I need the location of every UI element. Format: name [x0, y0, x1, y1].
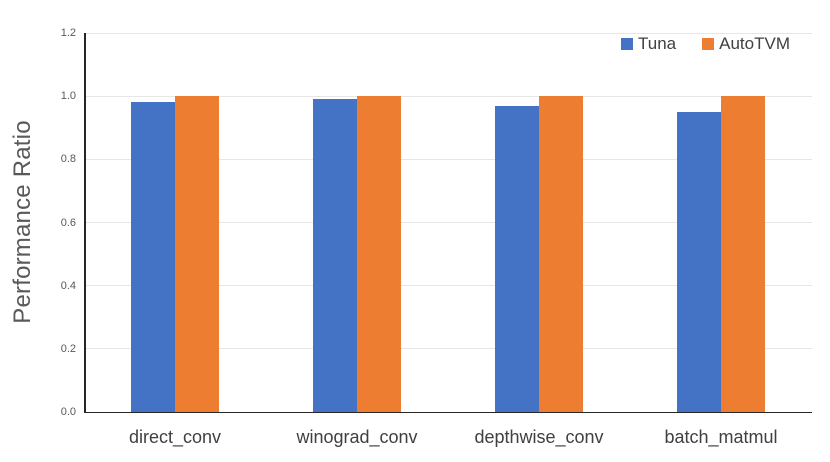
y-tick-label: 0.8	[60, 153, 76, 166]
y-tick-label: 0.2	[60, 342, 76, 355]
y-axis-line	[84, 33, 86, 412]
x-category-label: winograd_conv	[296, 427, 418, 447]
gridline	[84, 158, 812, 160]
gridline	[84, 348, 812, 350]
y-tick-label: 0.4	[60, 279, 76, 292]
legend-item-tuna: Tuna	[621, 34, 676, 54]
x-category-label: batch_matmul	[664, 427, 778, 447]
gridline	[84, 32, 812, 34]
bar-tuna-winograd_conv	[313, 99, 357, 412]
y-axis-title: Performance Ratio	[9, 120, 36, 324]
x-axis-line	[84, 411, 812, 413]
y-tick-label: 1.0	[60, 90, 76, 103]
legend-swatch-tuna	[621, 38, 634, 50]
y-tick-label: 1.2	[60, 27, 76, 39]
bar-tuna-direct_conv	[131, 102, 175, 412]
gridline	[84, 95, 812, 97]
y-tick-label: 0.0	[60, 406, 76, 418]
legend-item-autotvm: AutoTVM	[702, 34, 790, 54]
gridline	[84, 285, 812, 287]
legend-label-autotvm: AutoTVM	[719, 34, 790, 53]
legend: Tuna AutoTVM	[621, 34, 790, 54]
x-category-label: depthwise_conv	[474, 427, 604, 447]
legend-label-tuna: Tuna	[638, 34, 677, 53]
x-category-label: direct_conv	[128, 427, 222, 447]
bar-autotvm-direct_conv	[175, 96, 219, 412]
bar-autotvm-winograd_conv	[357, 96, 401, 412]
bar-autotvm-batch_matmul	[721, 96, 765, 412]
bar-tuna-depthwise_conv	[495, 105, 539, 412]
gridline	[84, 222, 812, 223]
bar-autotvm-depthwise_conv	[539, 96, 583, 412]
legend-swatch-autotvm	[702, 38, 715, 50]
y-tick-label: 0.6	[60, 216, 76, 229]
bar-tuna-batch_matmul	[677, 111, 721, 412]
